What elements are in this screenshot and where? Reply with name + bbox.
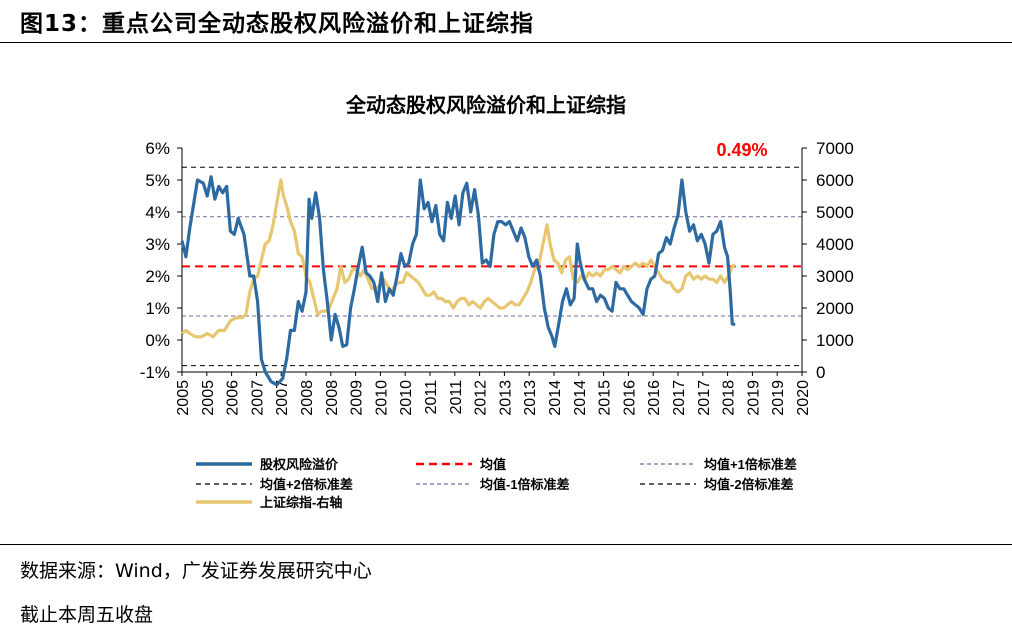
x-tick-label: 2016: [621, 380, 638, 416]
series-line: [180, 178, 737, 339]
right-tick-label: 1000: [816, 331, 854, 350]
right-tick-label: 3000: [816, 267, 854, 286]
current-value-annotation: 0.49%: [716, 140, 767, 160]
left-tick-label: 0%: [145, 331, 170, 350]
reference-lines: [182, 166, 802, 367]
x-tick-label: 2014: [572, 380, 589, 416]
x-tick-label: 2015: [597, 380, 614, 416]
x-tick-label: 2011: [448, 380, 465, 415]
legend-label: 上证综指-右轴: [260, 495, 342, 510]
x-tick-label: 2010: [373, 380, 390, 416]
x-tick-label: 2008: [299, 380, 316, 416]
legend-label: 均值: [480, 457, 506, 472]
x-tick-label: 2013: [522, 380, 539, 416]
series-line: [180, 175, 736, 387]
x-tick-label: 2010: [398, 380, 415, 416]
x-tick-label: 2005: [175, 380, 192, 416]
left-tick-label: 3%: [145, 235, 170, 254]
x-tick-label: 2007: [274, 380, 291, 416]
x-tick-label: 2011: [423, 380, 440, 415]
legend-label: 股权风险溢价: [260, 457, 339, 472]
legend-label: 均值-2倍标准差: [704, 477, 794, 492]
x-tick-label: 2012: [473, 380, 490, 416]
top-rule: [0, 42, 1012, 43]
left-tick-label: 1%: [145, 299, 170, 318]
x-tick-label: 2007: [249, 380, 266, 416]
x-tick-label: 2020: [795, 380, 812, 416]
x-tick-label: 2019: [770, 380, 787, 416]
right-tick-label: 2000: [816, 299, 854, 318]
x-tick-label: 2008: [324, 380, 341, 416]
x-tick-label: 2017: [671, 380, 688, 416]
x-tick-label: 2016: [646, 380, 663, 416]
axes: 6% 5% 4% 3% 2% 1% 0% -1% 7000 6000 5000 4000 3000 200…: [140, 139, 854, 416]
left-tick-label: 6%: [145, 139, 170, 158]
left-tick-label: 4%: [145, 203, 170, 222]
right-tick-label: 0: [816, 363, 825, 382]
chart-title: 全动态股权风险溢价和上证综指: [345, 93, 626, 117]
close-note: 截止本周五收盘: [20, 604, 154, 626]
left-tick-label: 5%: [145, 171, 170, 190]
legend-label: 均值-1倍标准差: [480, 477, 570, 492]
series-group: [180, 175, 737, 387]
x-tick-label: 2005: [200, 380, 217, 416]
left-tick-label: 2%: [145, 267, 170, 286]
right-tick-label: 6000: [816, 171, 854, 190]
legend-label: 均值+2倍标准差: [260, 477, 353, 492]
figure-title: 图13：重点公司全动态股权风险溢价和上证综指: [20, 11, 535, 37]
bottom-rule: [0, 544, 1012, 545]
x-tick-label: 2013: [497, 380, 514, 416]
x-tick-label: 2014: [547, 380, 564, 416]
right-tick-label: 7000: [816, 139, 854, 158]
x-tick-label: 2018: [721, 380, 738, 416]
x-tick-label: 2019: [745, 380, 762, 416]
left-tick-label: -1%: [140, 363, 170, 382]
right-tick-label: 4000: [816, 235, 854, 254]
right-tick-label: 5000: [816, 203, 854, 222]
x-tick-label: 2009: [349, 380, 366, 416]
source-note: 数据来源：Wind，广发证券发展研究中心: [20, 560, 372, 582]
legend-label: 均值+1倍标准差: [704, 457, 797, 472]
x-tick-label: 2006: [225, 380, 242, 416]
x-tick-label: 2017: [696, 380, 713, 416]
